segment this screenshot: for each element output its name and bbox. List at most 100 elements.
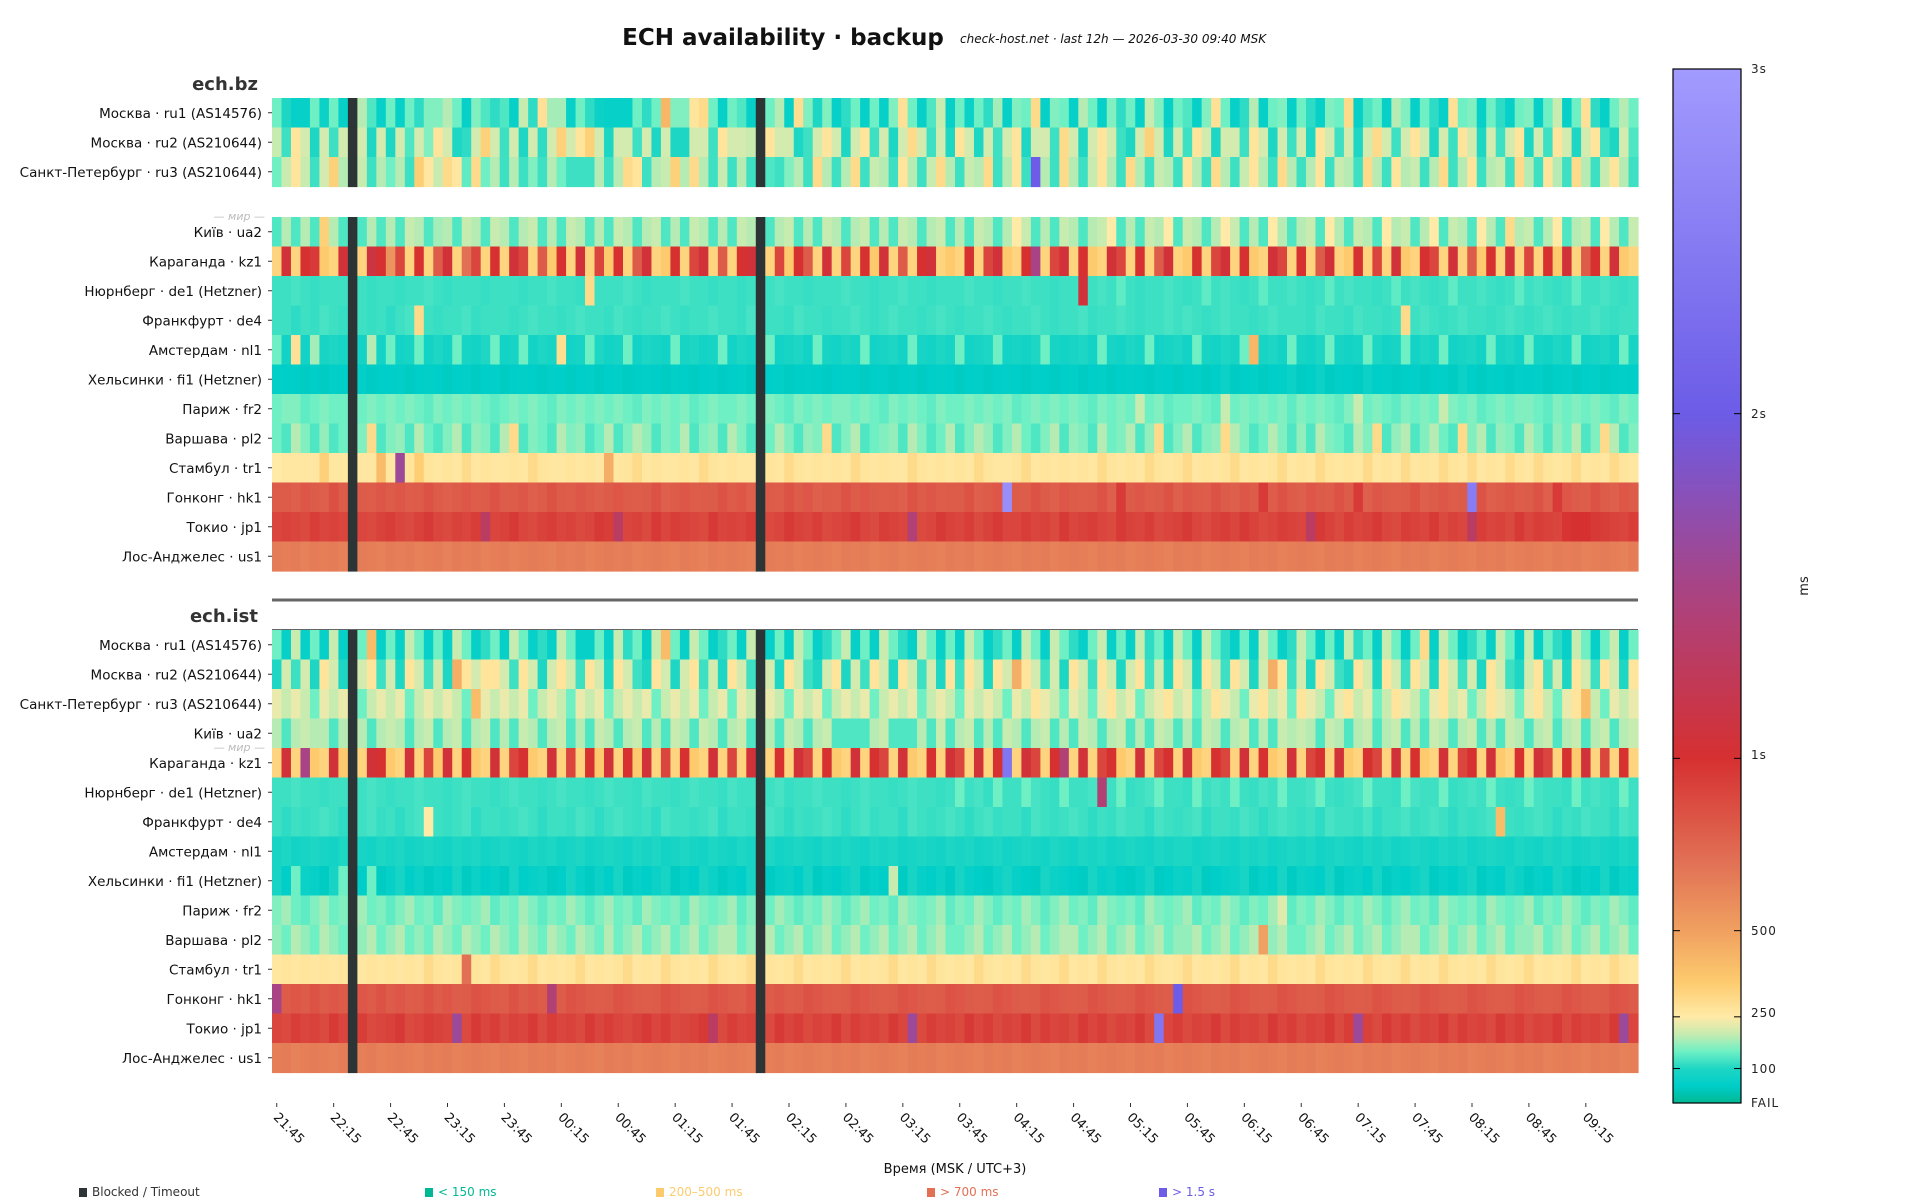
heatmap-cell: [547, 689, 558, 720]
heatmap-cell: [926, 895, 937, 926]
heatmap-cell: [1486, 954, 1497, 985]
heatmap-cell: [1486, 718, 1497, 749]
heatmap-cell: [1448, 748, 1459, 779]
heatmap-cell: [841, 246, 852, 277]
heatmap-row: Караганда · kz1: [149, 246, 1639, 277]
heatmap-cell: [1305, 954, 1317, 985]
heatmap-cell: [1011, 276, 1023, 307]
heatmap-cell: [698, 1013, 709, 1044]
heatmap-cell: [784, 127, 795, 158]
heatmap-cell: [689, 984, 700, 1015]
heatmap-cell: [746, 127, 757, 158]
heatmap-cell: [1467, 512, 1478, 543]
heatmap-cell: [1249, 836, 1260, 867]
heatmap-cell: [442, 1043, 453, 1074]
heatmap-cell: [499, 718, 510, 749]
heatmap-cell: [765, 423, 776, 454]
heatmap-cell: [1078, 423, 1089, 454]
heatmap-cell: [992, 394, 1004, 425]
heatmap-cell: [1287, 748, 1298, 779]
heatmap-cell: [480, 1043, 491, 1074]
heatmap-cell: [461, 423, 472, 454]
heatmap-cell: [528, 453, 539, 484]
heatmap-cell: [1543, 157, 1554, 188]
heatmap-cell: [1353, 748, 1364, 779]
heatmap-cell: [1239, 217, 1250, 248]
heatmap-cell: [442, 482, 453, 513]
heatmap-cell: [1334, 335, 1345, 366]
heatmap-cell: [376, 246, 387, 277]
heatmap-cell: [1087, 512, 1098, 543]
heatmap-cell: [803, 364, 814, 395]
heatmap-cell: [1505, 482, 1516, 513]
heatmap-cell: [1249, 1043, 1260, 1074]
heatmap-cell: [660, 423, 672, 454]
heatmap-cell: [879, 335, 890, 366]
heatmap-cell: [992, 157, 1004, 188]
heatmap-cell: [480, 335, 491, 366]
heatmap-cell: [774, 512, 785, 543]
heatmap-cell: [955, 512, 966, 543]
heatmap-cell: [964, 98, 975, 129]
heatmap-cell: [803, 807, 814, 838]
heatmap-cell: [613, 364, 624, 395]
heatmap-cell: [1239, 807, 1250, 838]
heatmap-cell: [1268, 482, 1279, 513]
heatmap-cell: [1324, 866, 1336, 897]
heatmap-cell: [547, 866, 558, 897]
x-tick-label: 06:45: [1294, 1110, 1331, 1147]
heatmap-cell: [547, 305, 558, 336]
heatmap-cell: [1144, 1013, 1155, 1044]
heatmap-cell: [803, 98, 814, 129]
heatmap-cell: [1078, 1013, 1089, 1044]
heatmap-cell: [1467, 423, 1478, 454]
heatmap-cell: [1571, 807, 1582, 838]
heatmap-cell: [281, 984, 292, 1015]
heatmap-cell: [613, 895, 624, 926]
heatmap-cell: [613, 659, 624, 690]
heatmap-cell: [641, 217, 653, 248]
heatmap-cell: [1125, 836, 1136, 867]
heatmap-cell: [1163, 1013, 1174, 1044]
heatmap-cell: [1590, 895, 1601, 926]
heatmap-cell: [1391, 718, 1402, 749]
heatmap-cell: [860, 836, 871, 867]
heatmap-cell: [1343, 807, 1355, 838]
heatmap-cell: [1258, 1013, 1269, 1044]
heatmap-cell: [1201, 217, 1212, 248]
heatmap-cell: [784, 335, 795, 366]
heatmap-cell: [992, 836, 1004, 867]
heatmap-cell: [679, 984, 690, 1015]
heatmap-cell: [1230, 777, 1241, 808]
heatmap-cell: [1324, 718, 1336, 749]
heatmap-cell: [404, 925, 415, 956]
heatmap-cell: [376, 748, 387, 779]
heatmap-cell: [1334, 984, 1345, 1015]
heatmap-cell: [575, 659, 586, 690]
heatmap-cell: [632, 423, 643, 454]
heatmap-cell: [955, 689, 966, 720]
heatmap-cell: [822, 895, 833, 926]
heatmap-cell: [1011, 807, 1023, 838]
heatmap-cell: [1438, 423, 1449, 454]
heatmap-cell: [385, 1043, 396, 1074]
heatmap-cell: [1258, 541, 1269, 572]
heatmap-cell: [309, 1043, 321, 1074]
heatmap-cell: [1239, 748, 1250, 779]
heatmap-cell: [973, 984, 985, 1015]
heatmap-cell: [679, 305, 690, 336]
heatmap-cell: [1296, 984, 1307, 1015]
heatmap-cell: [698, 246, 709, 277]
heatmap-cell: [1600, 305, 1611, 336]
heatmap-cell: [1182, 364, 1193, 395]
heatmap-cell: [1533, 748, 1544, 779]
heatmap-cell: [641, 512, 653, 543]
heatmap-cell: [698, 305, 709, 336]
heatmap-cell: [338, 984, 349, 1015]
heatmap-cell: [1457, 98, 1468, 129]
heatmap-cell: [1135, 1043, 1146, 1074]
heatmap-cell: [1533, 836, 1544, 867]
heatmap-cell: [1078, 127, 1089, 158]
heatmap-cell: [955, 541, 966, 572]
heatmap-cell: [1514, 512, 1525, 543]
